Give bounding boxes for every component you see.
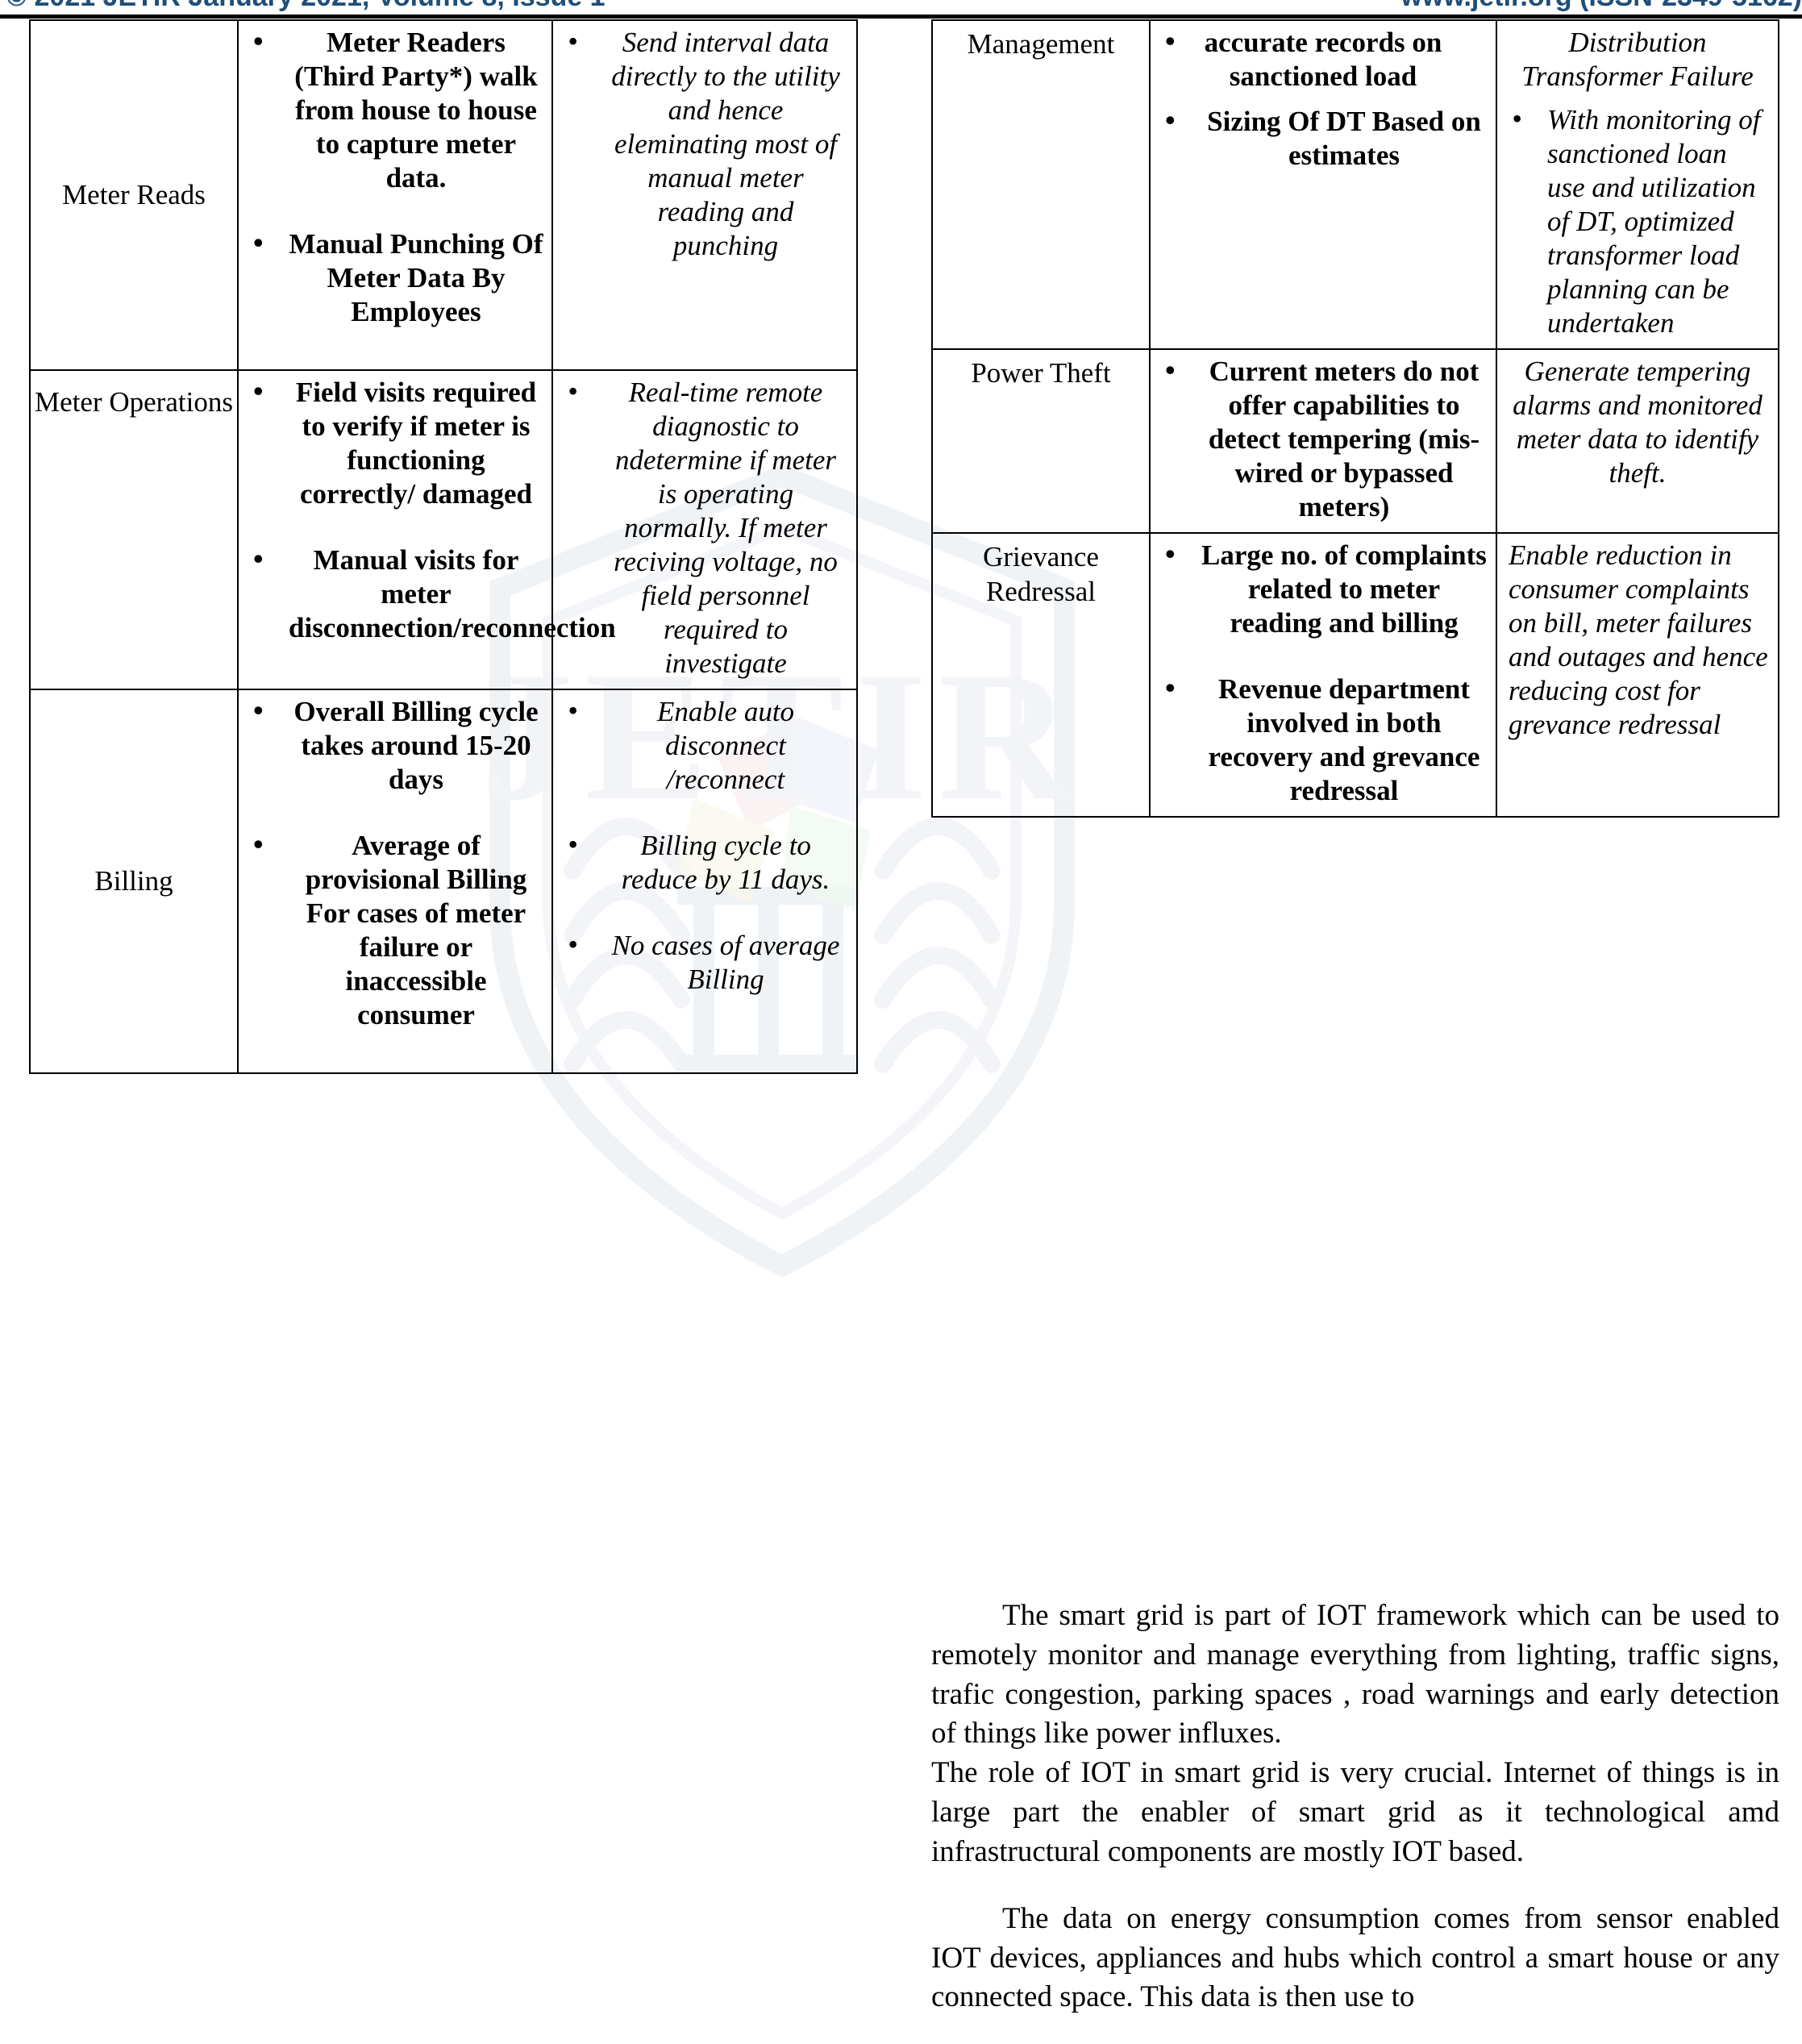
row-benefit-billing: Enable auto disconnect /reconnect Billin… (551, 689, 858, 1074)
list-item: Revenue department involved in both reco… (1159, 671, 1488, 808)
row-current-meter-operations: Field visits required to verify if meter… (237, 369, 616, 690)
bullet-list: Large no. of complaints related to meter… (1151, 534, 1496, 816)
list-item: Overall Billing cycle takes around 15-20… (247, 693, 543, 797)
list-item: Enable auto disconnect /reconnect (561, 693, 848, 797)
row-label-management: Management (931, 19, 1151, 350)
row-benefit-grievance-redressal: Enable reduction in consumer complaints … (1496, 532, 1779, 818)
list-item: accurate records on sanctioned load (1159, 24, 1488, 94)
bullet-list: Field visits required to verify if meter… (239, 371, 616, 685)
header-left-text: © 2021 JETIR January 2021, Volume 8, Iss… (6, 0, 606, 15)
paragraph: The data on energy consumption comes fro… (931, 1901, 1779, 2014)
table-row: Power Theft Current meters do not offer … (931, 348, 1779, 534)
row-benefit-meter-reads: Send interval data directly to the utili… (551, 19, 858, 371)
list-item: Billing cycle to reduce by 11 days. (561, 827, 848, 897)
list-item: No cases of average Billing (561, 927, 848, 997)
row-label-meter-operations: Meter Operations (29, 369, 239, 690)
page-header: © 2021 JETIR January 2021, Volume 8, Iss… (0, 0, 1802, 15)
left-column: Meter Reads Meter Readers (Third Party*)… (29, 19, 858, 1074)
header-horizontal-rule (0, 15, 1802, 19)
row-label-power-theft: Power Theft (931, 348, 1151, 534)
row-current-power-theft: Current meters do not offer capabilities… (1149, 348, 1497, 534)
list-item: Send interval data directly to the utili… (561, 24, 848, 263)
benefit-text: Generate tempering alarms and monitored … (1513, 356, 1762, 489)
header-right-url: www.jetir.org (ISSN-2349-5162) (1400, 0, 1802, 15)
article-body-paragraphs: The smart grid is part of IOT framework … (931, 1596, 1779, 2017)
row-benefit-management: Distribution Transformer Failure With mo… (1496, 19, 1779, 350)
bullet-list: accurate records on sanctioned load Sizi… (1151, 21, 1496, 181)
bullet-list: Real-time remote diagnostic to ndetermin… (553, 371, 856, 689)
table-row: Meter Reads Meter Readers (Third Party*)… (29, 19, 858, 371)
paragraph: The role of IOT in smart grid is very cr… (931, 1756, 1779, 1868)
table-row: Billing Overall Billing cycle takes arou… (29, 689, 858, 1074)
row-current-grievance-redressal: Large no. of complaints related to meter… (1149, 532, 1497, 818)
paragraph: The smart grid is part of IOT framework … (931, 1599, 1779, 1751)
row-benefit-meter-operations: Real-time remote diagnostic to ndetermin… (551, 369, 858, 690)
table-row: Meter Operations Field visits required t… (29, 369, 858, 690)
list-item: Meter Readers (Third Party*) walk from h… (247, 24, 543, 195)
list-item: Manual Punching Of Meter Data By Employe… (247, 226, 543, 329)
table-row: Grievance Redressal Large no. of complai… (931, 532, 1779, 818)
list-item: Current meters do not offer capabilities… (1159, 353, 1488, 524)
bullet-list: With monitoring of sanctioned loan use a… (1497, 98, 1778, 348)
list-item: Sizing Of DT Based on estimates (1159, 103, 1488, 173)
table-row: Management accurate records on sanctione… (931, 19, 1779, 350)
bullet-list: Enable auto disconnect /reconnect Billin… (553, 690, 856, 1005)
bullet-list: Send interval data directly to the utili… (553, 21, 856, 271)
list-item: Real-time remote diagnostic to ndetermin… (561, 374, 848, 681)
bullet-list: Current meters do not offer capabilities… (1151, 350, 1496, 532)
list-item: Manual visits for meter disconnection/re… (247, 542, 616, 645)
benefit-text: Enable reduction in consumer complaints … (1509, 539, 1768, 740)
right-column: Management accurate records on sanctione… (931, 19, 1779, 818)
list-item: Large no. of complaints related to meter… (1159, 537, 1488, 640)
row-label-billing: Billing (29, 689, 239, 1074)
row-current-management: accurate records on sanctioned load Sizi… (1149, 19, 1497, 350)
ami-benefits-table-left: Meter Reads Meter Readers (Third Party*)… (29, 19, 858, 1074)
row-current-billing: Overall Billing cycle takes around 15-20… (237, 689, 553, 1074)
paragraph-spacer (931, 1872, 1779, 1900)
row-benefit-power-theft: Generate tempering alarms and monitored … (1496, 348, 1779, 534)
row-current-meter-reads: Meter Readers (Third Party*) walk from h… (237, 19, 553, 371)
list-item: Average of provisional Billing For cases… (247, 827, 543, 1032)
bullet-list: Meter Readers (Third Party*) walk from h… (239, 21, 551, 369)
list-item: With monitoring of sanctioned loan use a… (1505, 102, 1770, 340)
benefit-heading: Distribution Transformer Failure (1521, 27, 1754, 92)
row-label-grievance-redressal: Grievance Redressal (931, 532, 1151, 818)
row-label-meter-reads: Meter Reads (29, 19, 239, 371)
list-item: Field visits required to verify if meter… (247, 374, 543, 511)
ami-benefits-table-right: Management accurate records on sanctione… (931, 19, 1779, 818)
bullet-list: Overall Billing cycle takes around 15-20… (239, 690, 551, 1072)
